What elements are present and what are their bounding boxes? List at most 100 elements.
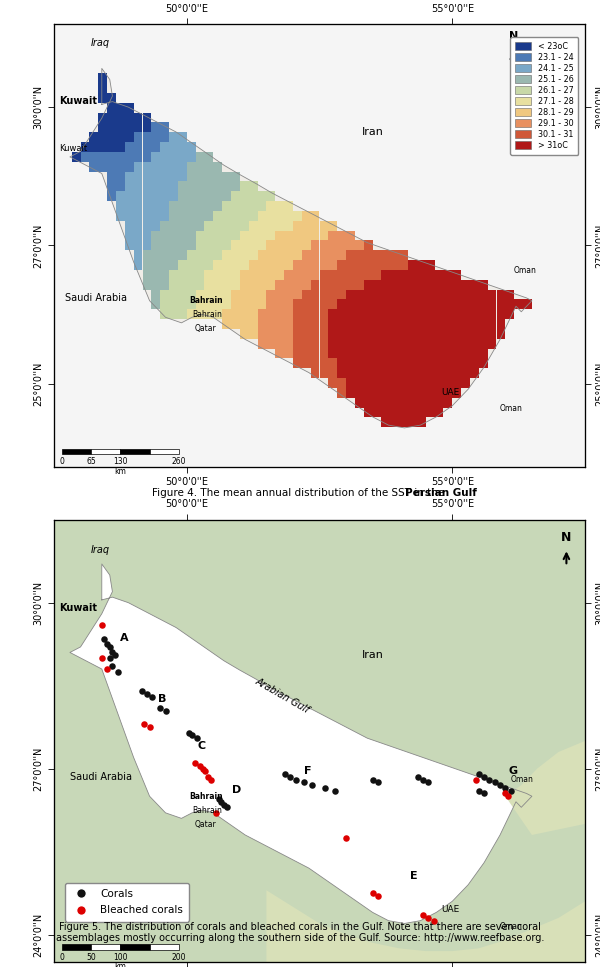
Bar [134,201,142,211]
Text: D: D [232,785,241,796]
Bar [408,290,417,300]
Bar [107,132,116,142]
Bar [461,349,470,359]
Bar [346,388,355,397]
Point [97,617,107,632]
Bar [311,260,319,270]
Bar [426,338,434,349]
Bar [391,290,399,300]
Bar [187,231,196,241]
Bar [178,172,187,182]
Bar [443,329,452,338]
Bar [231,231,240,241]
Bar [98,142,107,152]
Bar [346,250,355,260]
Bar [151,191,160,201]
Bar [178,250,187,260]
Bar [328,329,337,338]
Bar [134,142,142,152]
Text: Iraq: Iraq [91,39,110,48]
Point [200,764,210,779]
Bar [452,300,461,309]
Bar [311,359,319,368]
Bar [214,231,222,241]
Bar [240,290,248,300]
Bar [196,279,205,290]
Bar [116,191,125,201]
Bar [461,300,470,309]
Bar [470,300,479,309]
Point [424,910,433,925]
Bar [240,260,248,270]
Bar [328,220,337,231]
Bar [125,231,134,241]
Bar [266,220,275,231]
Bar [275,309,284,319]
Point [137,684,146,699]
Bar [311,279,319,290]
Bar [240,201,248,211]
Bar [320,300,328,309]
Bar [160,161,169,172]
Bar [391,270,399,279]
Bar [248,250,257,260]
Bar [434,279,443,290]
Bar [151,220,160,231]
Bar [452,368,461,378]
Bar [488,338,497,349]
Bar [391,260,399,270]
Bar [248,211,257,220]
Bar [328,279,337,290]
Text: 0: 0 [59,457,64,466]
Bar [134,172,142,182]
Bar [214,220,222,231]
Bar [382,260,391,270]
Bar [284,349,293,359]
Bar [391,279,399,290]
Bar [257,290,266,300]
Bar [434,388,443,397]
Point [373,888,383,903]
Point [110,648,120,663]
Bar [275,338,284,349]
Bar [134,132,142,142]
Bar [452,338,461,349]
Bar [461,290,470,300]
Bar [125,201,134,211]
Bar [151,231,160,241]
Bar [382,319,391,329]
Bar [408,319,417,329]
Point [139,717,149,732]
Bar [266,309,275,319]
Bar [302,319,311,329]
Bar [426,388,434,397]
Bar [116,123,125,132]
Bar [178,220,187,231]
Bar [328,309,337,319]
Bar [346,309,355,319]
Bar [417,309,426,319]
Bar [346,231,355,241]
Bar [143,182,151,191]
Bar [391,329,399,338]
Bar [284,319,293,329]
Bar [266,241,275,250]
Bar [125,211,134,220]
Bar [222,260,231,270]
Point [97,650,107,665]
Bar [240,241,248,250]
Bar [364,349,373,359]
Bar [488,290,497,300]
Text: UAE: UAE [442,388,460,396]
Bar [426,260,434,270]
Bar [426,329,434,338]
Bar [452,270,461,279]
Bar [149,945,179,950]
Bar [187,211,196,220]
Bar [293,241,302,250]
Text: Kuwait: Kuwait [59,144,88,154]
Bar [107,161,116,172]
Bar [121,945,149,950]
Bar [98,113,107,123]
Bar [328,260,337,270]
